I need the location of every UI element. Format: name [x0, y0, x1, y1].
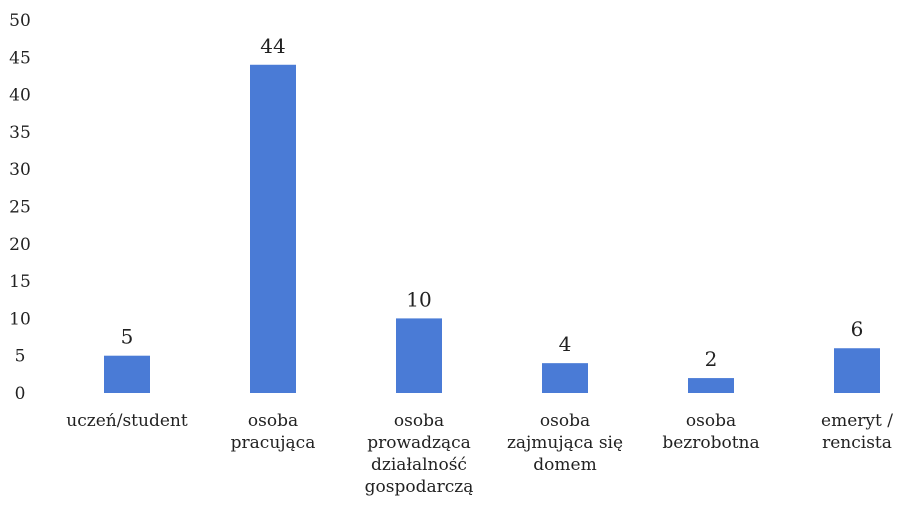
x-tick-label: uczeń/student — [66, 411, 188, 431]
x-tick-label: emeryt / rencista — [821, 411, 893, 453]
data-label: 10 — [406, 287, 431, 311]
y-tick-label: 50 — [9, 11, 31, 31]
data-label: 6 — [851, 317, 864, 341]
y-tick-label: 10 — [9, 309, 31, 329]
y-tick-label: 35 — [9, 123, 31, 143]
data-label: 44 — [260, 34, 285, 58]
bar — [250, 64, 296, 393]
y-tick-label: 20 — [9, 235, 31, 255]
y-tick-label: 30 — [9, 160, 31, 180]
bar — [396, 318, 442, 393]
data-label: 4 — [559, 332, 572, 356]
x-tick-label: osoba bezrobotna — [662, 411, 759, 453]
y-tick-label: 45 — [9, 48, 31, 68]
y-tick-label: 5 — [15, 347, 26, 367]
bar — [688, 378, 734, 393]
bar — [104, 355, 150, 393]
data-label: 2 — [705, 347, 718, 371]
x-tick-label: osoba pracująca — [231, 411, 316, 453]
bar — [834, 348, 880, 393]
y-tick-label: 0 — [15, 384, 26, 404]
x-tick-label: osoba prowadząca działalność gospodarczą — [365, 411, 474, 497]
y-tick-label: 15 — [9, 272, 31, 292]
bar — [542, 363, 588, 393]
y-tick-label: 40 — [9, 86, 31, 106]
y-tick-label: 25 — [9, 198, 31, 218]
x-tick-label: osoba zajmująca się domem — [507, 411, 623, 475]
data-label: 5 — [121, 325, 134, 349]
